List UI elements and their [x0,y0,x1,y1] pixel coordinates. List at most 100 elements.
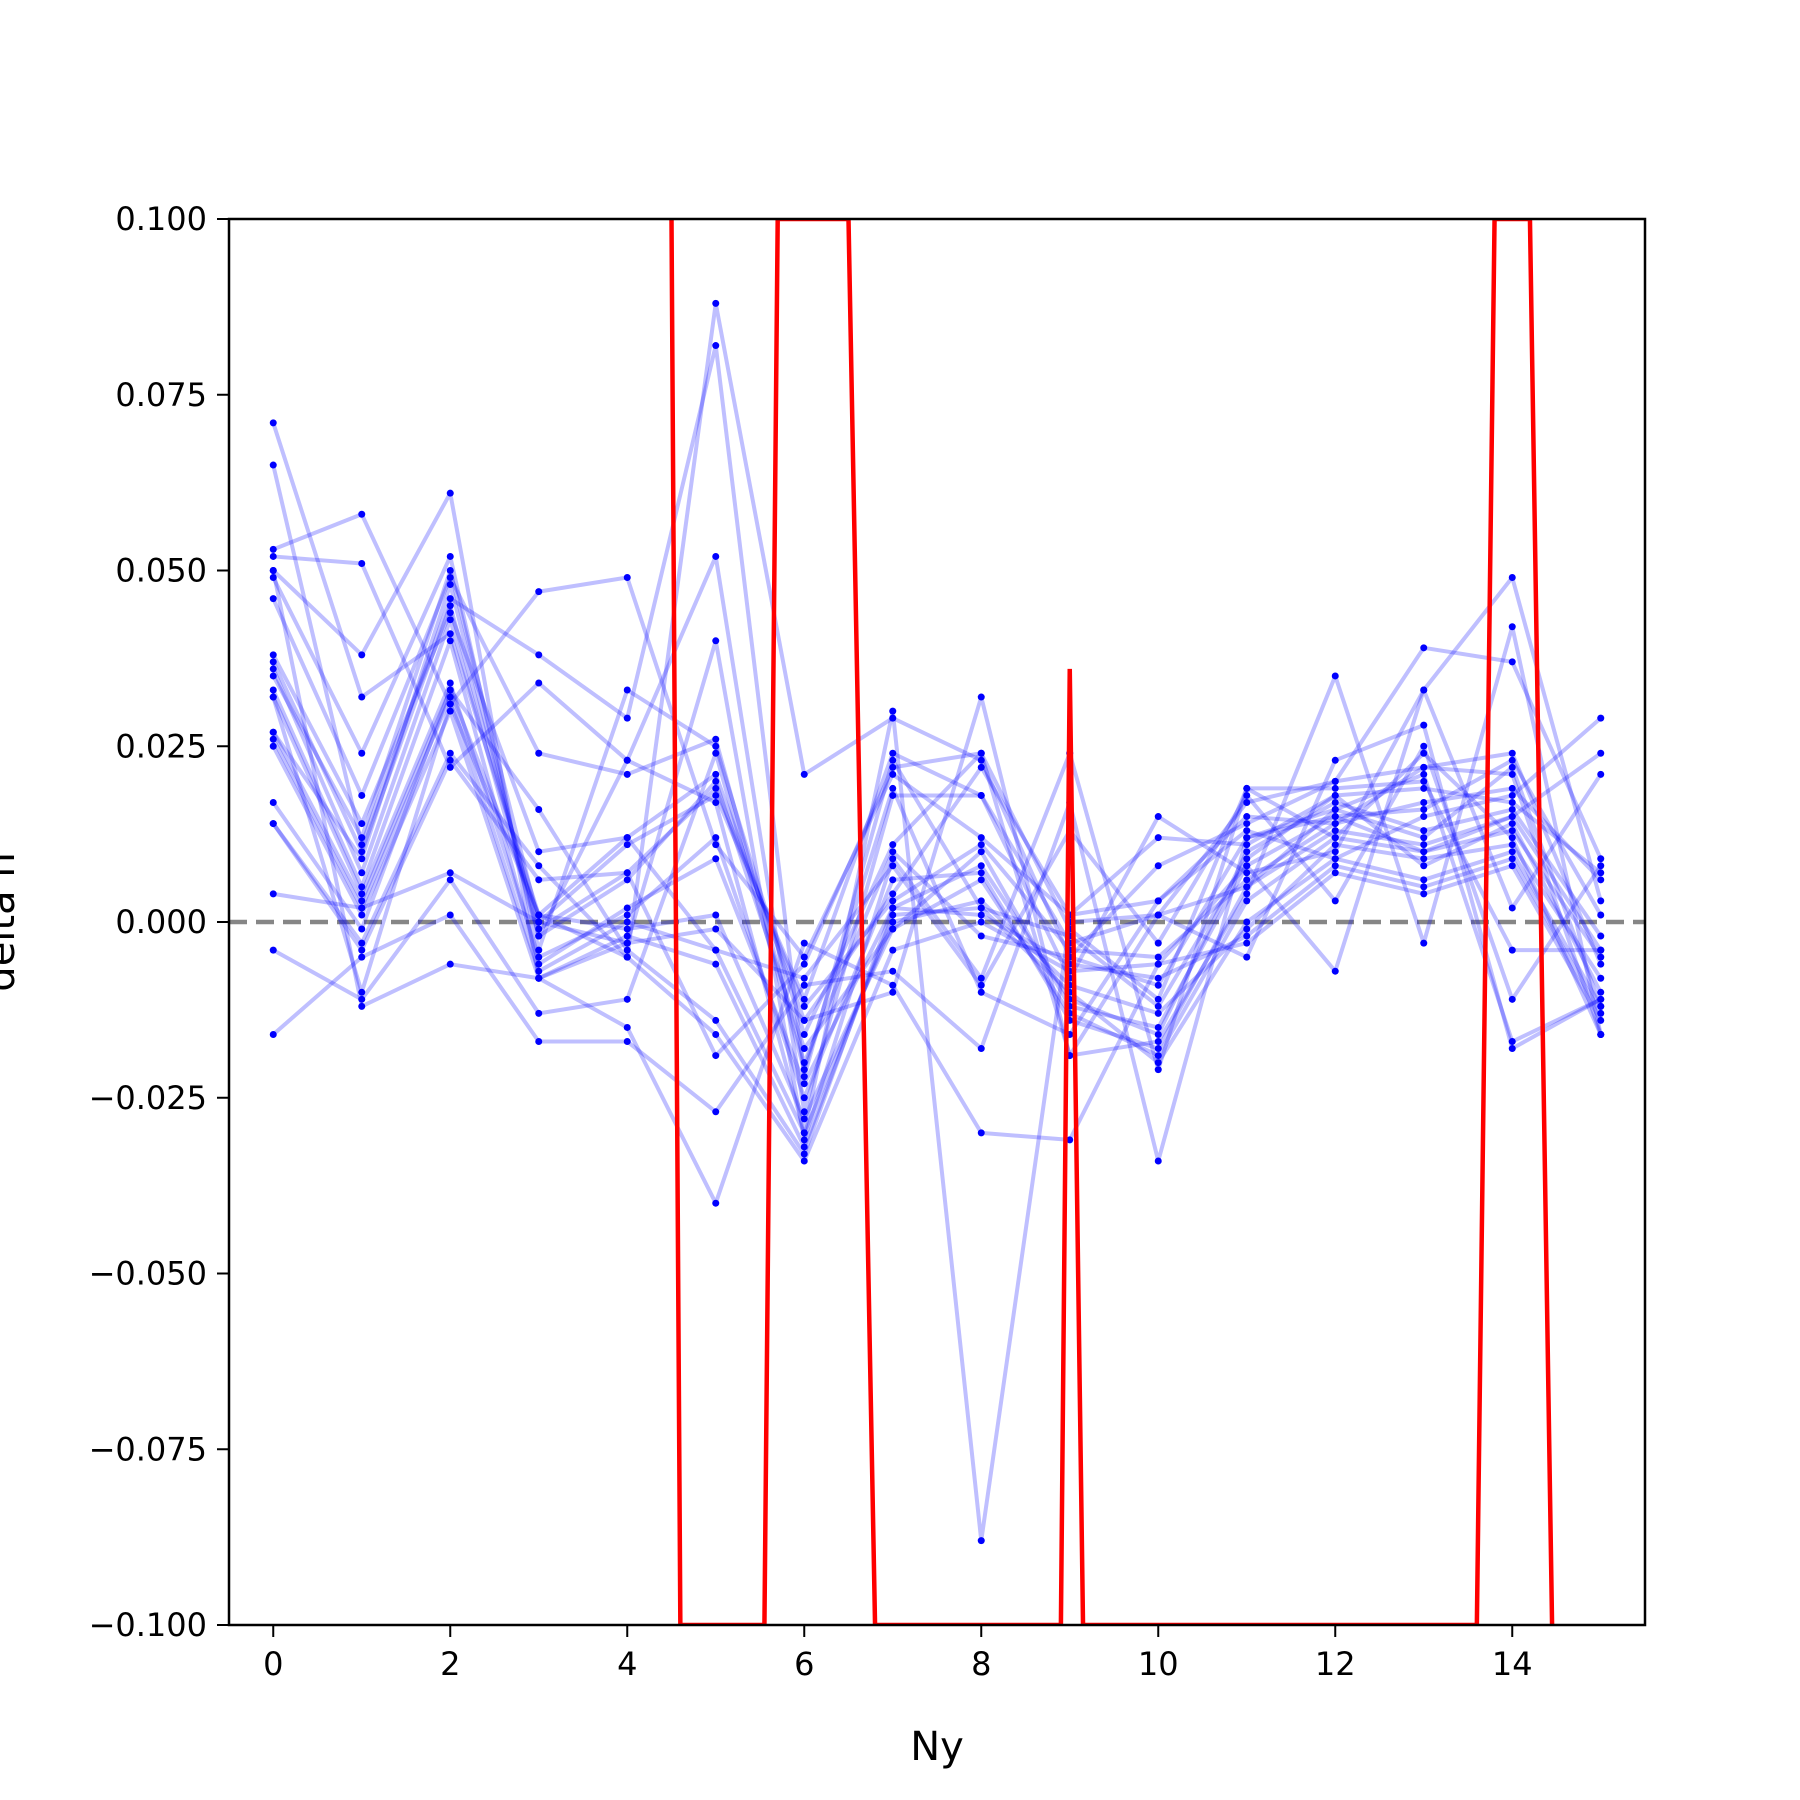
series-point [1331,841,1339,849]
series-point [712,791,720,799]
series-point [623,841,631,849]
series-point [1154,1066,1162,1074]
y-axis: −0.100 −0.075 −0.050 −0.025 0.000 0.025 0.050 0… [89,200,229,1644]
series-point [623,953,631,961]
series-point [1243,813,1251,821]
series-point [1243,820,1251,828]
series-point [977,974,985,982]
series-point [623,995,631,1003]
series-point [1243,876,1251,884]
series-point [446,637,454,645]
series-point [1597,855,1605,863]
series-point [1420,890,1428,898]
series-point [446,763,454,771]
series-point [712,834,720,842]
series-line [271,709,1603,1149]
series-point [269,461,277,469]
series-point [1420,876,1428,884]
series-point [623,925,631,933]
series-point [1508,841,1516,849]
series-point [269,672,277,680]
series-point [1508,855,1516,863]
series-point [889,784,897,792]
series-point [623,686,631,694]
y-tick-label: −0.100 [89,1606,207,1644]
series-line [271,603,1603,1009]
series-point [1508,749,1516,757]
series-line [271,491,1603,1142]
series-point [1154,813,1162,821]
series-point [1597,995,1605,1003]
series-point [1508,784,1516,792]
series-point [1243,855,1251,863]
series-point [712,1052,720,1060]
series-point [1508,995,1516,1003]
series-point [977,791,985,799]
series-point [977,876,985,884]
series-point [446,686,454,694]
series-point [269,693,277,701]
series-point [446,489,454,497]
series-point [889,756,897,764]
series-point [535,967,543,975]
series-point [1243,848,1251,856]
series-point [1154,1009,1162,1017]
series-point [1331,798,1339,806]
series-point [269,552,277,560]
series-point [269,798,277,806]
series-point [1508,1038,1516,1046]
series-point [800,770,808,778]
series-point [1331,834,1339,842]
series-point [358,651,366,659]
series-point [1243,862,1251,870]
series-point [712,552,720,560]
series-point [1154,1059,1162,1067]
series-line [271,638,1603,1086]
y-axis-title: delta n [0,852,24,991]
series-point [977,862,985,870]
series-point [889,763,897,771]
series-point [1508,820,1516,828]
series-point [1243,932,1251,940]
series-point [1243,897,1251,905]
series-point [712,841,720,849]
x-tick-label: 4 [617,1645,637,1683]
series-point [800,960,808,968]
series-point [1597,1009,1605,1017]
series-point [535,651,543,659]
series-point [1420,841,1428,849]
series-point [1420,777,1428,785]
series-point [712,749,720,757]
series-point [800,1066,808,1074]
series-point [800,1129,808,1137]
series-point [977,1129,985,1137]
series-point [800,1016,808,1024]
series-point [712,342,720,350]
series-point [1154,974,1162,982]
series-point [1420,770,1428,778]
series-point [712,1016,720,1024]
series-point [446,960,454,968]
series-point [358,883,366,891]
series-point [446,707,454,715]
series-point [712,798,720,806]
series-point [1154,953,1162,961]
y-tick-label: 0.050 [115,552,207,590]
series-point [889,967,897,975]
series-point [889,749,897,757]
series-point [446,749,454,757]
series-point [1508,623,1516,631]
series-point [1420,721,1428,729]
series-point [1154,981,1162,989]
series-point [623,918,631,926]
series-point [1154,897,1162,905]
series-point [358,939,366,947]
series-line [271,582,1602,1543]
series-point [358,988,366,996]
series-point [358,848,366,856]
series-point [269,567,277,574]
series-point [1420,834,1428,842]
series-point [1508,862,1516,870]
series-point [889,981,897,989]
